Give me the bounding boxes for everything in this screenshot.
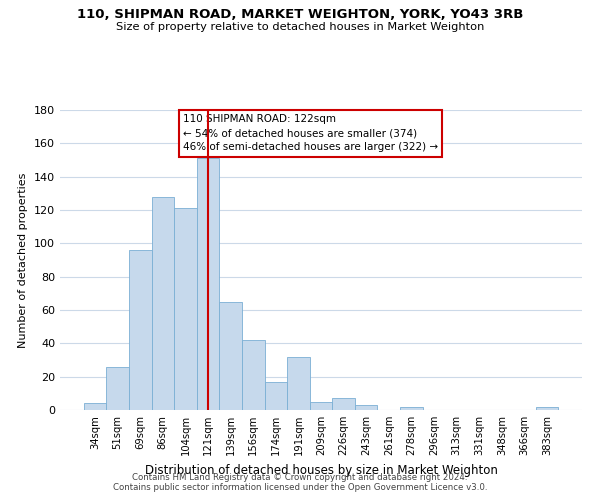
Text: 110, SHIPMAN ROAD, MARKET WEIGHTON, YORK, YO43 3RB: 110, SHIPMAN ROAD, MARKET WEIGHTON, YORK… (77, 8, 523, 20)
Text: Contains HM Land Registry data © Crown copyright and database right 2024.: Contains HM Land Registry data © Crown c… (132, 472, 468, 482)
X-axis label: Distribution of detached houses by size in Market Weighton: Distribution of detached houses by size … (145, 464, 497, 476)
Bar (197, 158, 220, 410)
Bar (265, 382, 287, 410)
Bar (84, 404, 106, 410)
Bar (332, 398, 355, 410)
Bar (400, 406, 422, 410)
Bar (174, 208, 197, 410)
Y-axis label: Number of detached properties: Number of detached properties (19, 172, 28, 348)
Bar (242, 340, 265, 410)
Bar (536, 406, 558, 410)
Bar (355, 405, 377, 410)
Text: Size of property relative to detached houses in Market Weighton: Size of property relative to detached ho… (116, 22, 484, 32)
Text: Contains public sector information licensed under the Open Government Licence v3: Contains public sector information licen… (113, 483, 487, 492)
Bar (152, 196, 174, 410)
Bar (129, 250, 152, 410)
Bar (220, 302, 242, 410)
Bar (287, 356, 310, 410)
Bar (106, 366, 129, 410)
Text: 110 SHIPMAN ROAD: 122sqm
← 54% of detached houses are smaller (374)
46% of semi-: 110 SHIPMAN ROAD: 122sqm ← 54% of detach… (182, 114, 438, 152)
Bar (310, 402, 332, 410)
